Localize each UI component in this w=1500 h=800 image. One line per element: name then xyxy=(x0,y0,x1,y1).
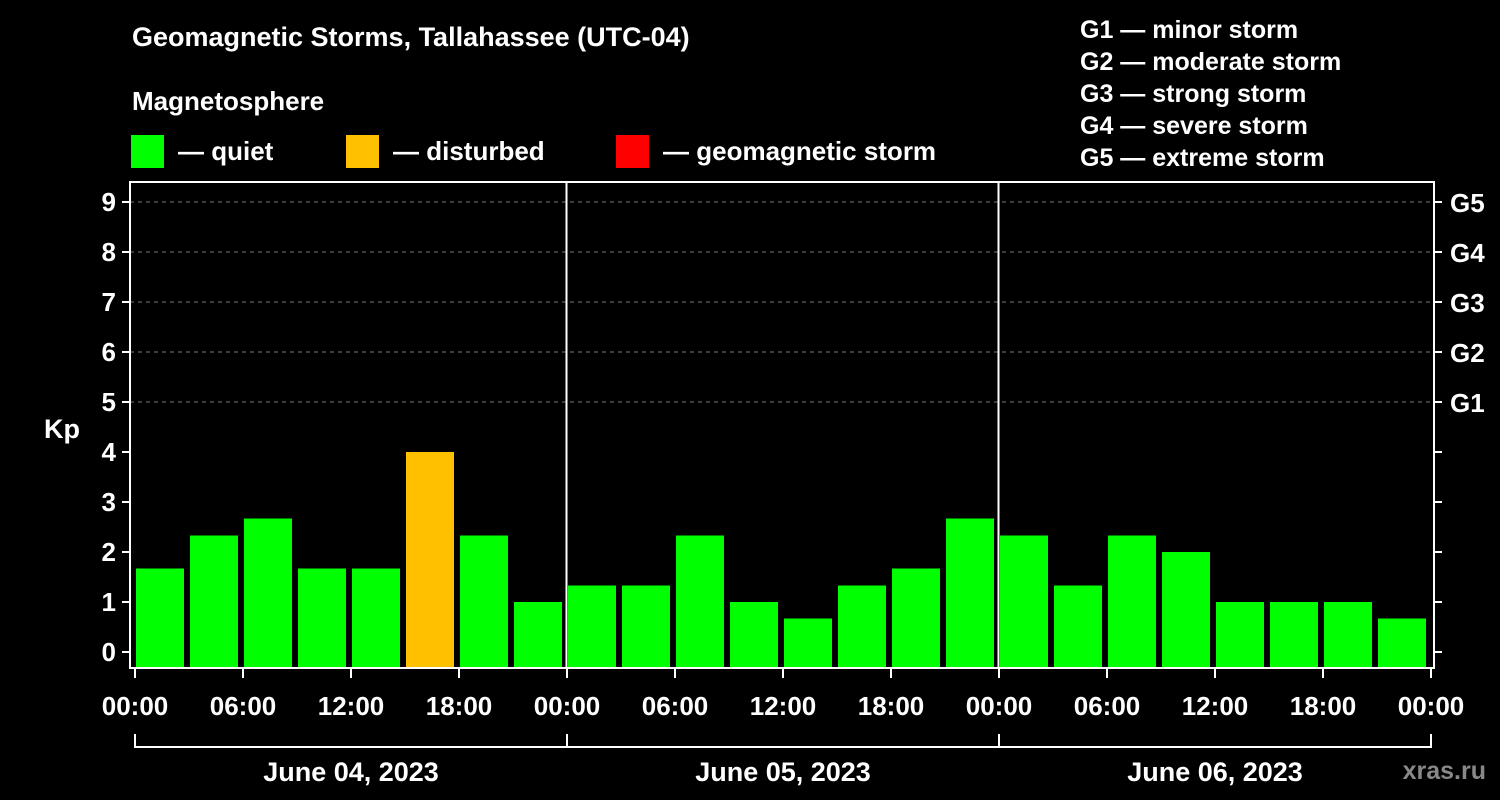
x-tick-label: 12:00 xyxy=(750,691,817,721)
chart-title: Geomagnetic Storms, Tallahassee (UTC-04) xyxy=(132,22,690,52)
y-tick-label: 0 xyxy=(102,637,116,667)
x-tick-label: 00:00 xyxy=(1398,691,1465,721)
legend-disturbed-swatch xyxy=(346,134,379,168)
x-tick-label: 06:00 xyxy=(642,691,709,721)
y-tick-label: 7 xyxy=(102,287,116,317)
storm-level-label: G2 xyxy=(1450,338,1485,368)
legend-disturbed: — disturbed xyxy=(346,134,545,168)
kp-bar xyxy=(892,568,940,668)
kp-bar xyxy=(298,568,346,668)
kp-bar xyxy=(136,568,184,668)
kp-bar xyxy=(946,518,994,668)
x-tick-label: 12:00 xyxy=(318,691,385,721)
kp-bar xyxy=(190,535,238,668)
kp-bar xyxy=(730,602,778,668)
legend-disturbed-label: — disturbed xyxy=(393,135,545,166)
x-tick-label: 00:00 xyxy=(534,691,601,721)
kp-bar xyxy=(568,585,616,668)
kp-bar xyxy=(1324,602,1372,668)
kp-bar xyxy=(1162,552,1210,668)
legend-quiet: — quiet xyxy=(131,134,273,168)
y-tick-label: 1 xyxy=(102,587,116,617)
storm-level-label: G1 xyxy=(1450,388,1485,418)
day-label: June 06, 2023 xyxy=(1127,757,1303,787)
x-tick-label: 06:00 xyxy=(210,691,277,721)
x-tick-label: 18:00 xyxy=(426,691,493,721)
storm-level-label: G3 xyxy=(1450,288,1485,318)
x-tick-label: 06:00 xyxy=(1074,691,1141,721)
kp-bar xyxy=(838,585,886,668)
y-tick-label: 4 xyxy=(102,437,117,467)
legend-quiet-swatch xyxy=(131,134,164,168)
legend-storm: — geomagnetic storm xyxy=(616,134,936,168)
kp-bar xyxy=(406,452,454,668)
y-tick-label: 2 xyxy=(102,537,116,567)
x-tick-label: 18:00 xyxy=(1290,691,1357,721)
day-label: June 04, 2023 xyxy=(263,757,439,787)
storm-scale-g4: G4 — severe storm xyxy=(1080,112,1308,140)
kp-bar xyxy=(1054,585,1102,668)
y-tick-label: 9 xyxy=(102,187,116,217)
kp-bar xyxy=(1378,618,1426,668)
x-tick-label: 00:00 xyxy=(102,691,169,721)
y-axis-label: Kp xyxy=(44,414,80,444)
legend-storm-label: — geomagnetic storm xyxy=(663,135,937,166)
kp-bar xyxy=(622,585,670,668)
x-tick-label: 12:00 xyxy=(1182,691,1249,721)
kp-bar xyxy=(514,602,562,668)
storm-level-label: G5 xyxy=(1450,188,1485,218)
x-tick-label: 18:00 xyxy=(858,691,925,721)
kp-bar xyxy=(1108,535,1156,668)
legend-quiet-label: — quiet xyxy=(178,135,274,166)
storm-scale-g1: G1 — minor storm xyxy=(1080,16,1299,44)
kp-bar xyxy=(460,535,508,668)
kp-bar xyxy=(1270,602,1318,668)
y-tick-label: 3 xyxy=(102,487,116,517)
y-tick-label: 6 xyxy=(102,337,116,367)
kp-bar xyxy=(1000,535,1048,668)
y-tick-label: 8 xyxy=(102,237,116,267)
kp-bar xyxy=(244,518,292,668)
storm-scale-g2: G2 — moderate storm xyxy=(1080,48,1342,76)
legend-storm-swatch xyxy=(616,134,649,168)
legend-heading: Magnetosphere xyxy=(132,86,325,116)
y-tick-label: 5 xyxy=(102,387,116,417)
day-label: June 05, 2023 xyxy=(695,757,871,787)
storm-scale-g3: G3 — strong storm xyxy=(1080,80,1307,108)
kp-bar xyxy=(676,535,724,668)
storm-level-label: G4 xyxy=(1450,238,1485,268)
kp-bar xyxy=(352,568,400,668)
kp-bar xyxy=(784,618,832,668)
x-tick-label: 00:00 xyxy=(966,691,1033,721)
kp-bar xyxy=(1216,602,1264,668)
watermark: xras.ru xyxy=(1402,757,1486,785)
storm-scale-legend: G1 — minor storm G2 — moderate storm G3 … xyxy=(1080,14,1341,174)
storm-scale-g5: G5 — extreme storm xyxy=(1080,144,1325,172)
